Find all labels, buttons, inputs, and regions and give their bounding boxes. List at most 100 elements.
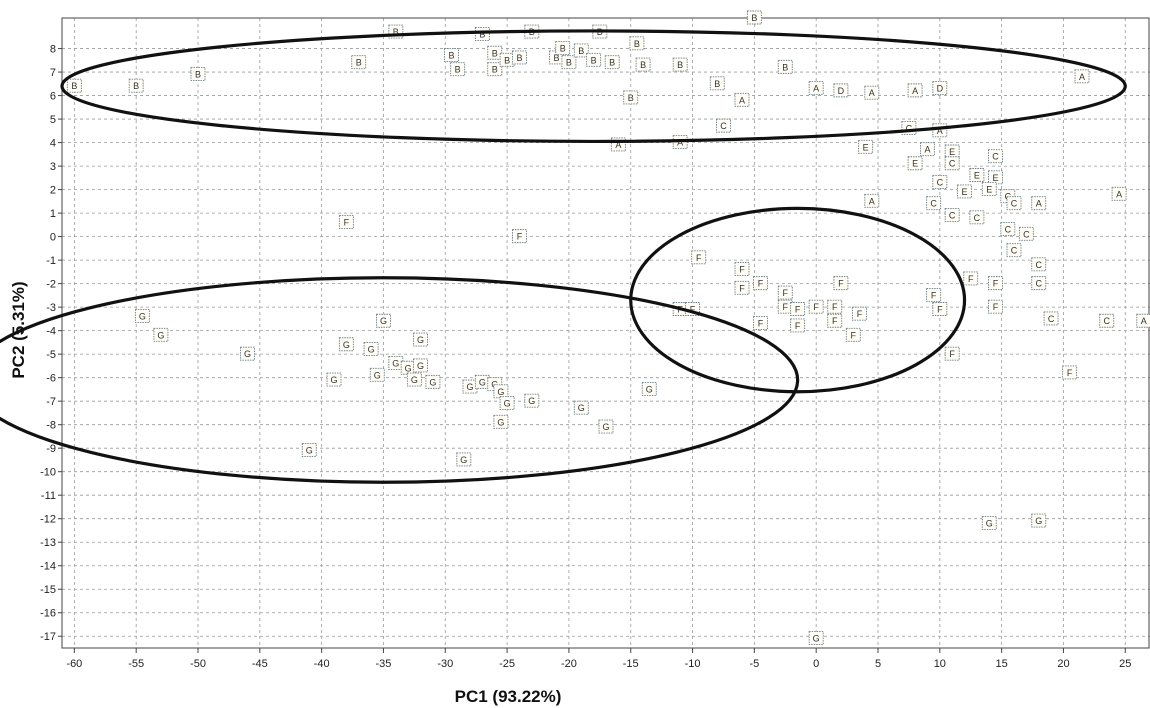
y-tick-label: 0 <box>50 232 56 244</box>
data-point-box <box>969 210 985 225</box>
data-point-box <box>1006 196 1022 211</box>
cluster-ellipse <box>60 29 1127 144</box>
data-point-label: E <box>992 173 998 183</box>
x-tick-labels: -60 -55 -50 -45 -40 -35 -30 -25 -20 -15 -10 -5 0 5 10 1… <box>66 658 1131 670</box>
data-point-box <box>864 85 880 100</box>
data-point-label: B <box>479 29 485 39</box>
data-point-box <box>858 139 874 154</box>
data-point: C <box>944 156 960 171</box>
data-point: B <box>629 36 645 51</box>
data-point: C <box>1043 311 1059 326</box>
cluster-ellipses <box>0 29 1127 484</box>
data-point: C <box>969 210 985 225</box>
data-point-label: G <box>405 363 412 373</box>
data-point-label: F <box>993 279 999 289</box>
data-point-label: G <box>504 399 511 409</box>
y-tick-label: -10 <box>40 467 56 479</box>
data-point: G <box>338 337 354 352</box>
data-point-label: G <box>497 417 504 427</box>
y-tick-label: 8 <box>50 44 56 56</box>
y-tick-label: -13 <box>40 537 56 549</box>
data-point-box <box>1043 311 1059 326</box>
data-point: G <box>240 346 255 361</box>
data-point-box <box>635 57 651 72</box>
y-tick-label: 3 <box>50 161 56 173</box>
data-point: G <box>413 332 428 347</box>
data-point: B <box>672 57 688 72</box>
data-point-label: C <box>720 121 727 131</box>
data-point-label: F <box>795 321 801 331</box>
data-point: A <box>864 193 880 208</box>
data-point-label: G <box>986 518 993 528</box>
data-point: E <box>858 139 874 154</box>
data-point: B <box>623 90 639 105</box>
data-point-label: A <box>677 138 683 148</box>
cluster-ellipse <box>0 276 800 484</box>
data-point: A <box>1031 196 1047 211</box>
data-point: F <box>691 250 707 265</box>
data-point-label: G <box>466 382 473 392</box>
data-point: B <box>573 43 589 58</box>
data-point-label: A <box>1116 189 1122 199</box>
y-tick-label: -17 <box>40 631 56 643</box>
data-point-label: A <box>615 140 621 150</box>
data-point: G <box>376 313 391 328</box>
data-point-label: A <box>1079 72 1085 82</box>
data-point-box <box>734 262 750 276</box>
data-point-label: D <box>838 86 845 96</box>
y-tick-label: 4 <box>50 138 56 150</box>
data-point-box <box>753 276 768 291</box>
data-point-label: E <box>949 147 955 157</box>
data-point-label: C <box>992 152 999 162</box>
data-point-label: A <box>1141 316 1147 326</box>
data-point-label: F <box>783 302 789 312</box>
data-point-box <box>672 57 688 72</box>
data-point: B <box>709 76 725 91</box>
y-tick-label: -16 <box>40 608 56 620</box>
data-point-box <box>777 285 793 300</box>
data-point-box <box>1136 313 1150 328</box>
x-tick-label: -40 <box>314 658 330 670</box>
data-point-label: B <box>554 53 560 63</box>
data-point: G <box>499 396 515 410</box>
data-point-box <box>128 78 144 93</box>
data-point-box <box>524 393 540 408</box>
data-point: B <box>604 55 620 70</box>
data-point-box <box>598 419 614 434</box>
data-point-label: B <box>492 48 498 58</box>
data-point-box <box>413 332 428 347</box>
data-point: F <box>833 276 849 291</box>
data-point-label: B <box>504 55 510 65</box>
data-point-label: G <box>497 387 504 397</box>
data-point-box <box>988 276 1003 291</box>
data-point-label: G <box>813 634 820 644</box>
data-point-label: F <box>949 349 955 359</box>
data-point: G <box>493 384 509 399</box>
data-point: F <box>777 285 793 300</box>
y-tick-labels: -17-16-15-14-13-12-11-10-9-8-7-6-5-4-3-2… <box>40 44 56 644</box>
data-point-label: G <box>460 455 467 465</box>
data-point: C <box>988 149 1003 164</box>
data-point-label: C <box>1005 225 1012 235</box>
data-point-box <box>932 302 948 316</box>
data-point: F <box>338 215 354 229</box>
data-point-label: C <box>949 159 956 169</box>
data-point-box <box>852 306 867 321</box>
data-point: B <box>66 78 82 93</box>
data-point-label: B <box>133 81 139 91</box>
data-point: F <box>790 318 806 333</box>
data-point: G <box>493 414 509 429</box>
data-point-box <box>629 36 645 51</box>
data-point: A <box>932 123 948 138</box>
data-point-label: E <box>912 159 918 169</box>
data-point: F <box>988 299 1003 314</box>
data-point-box <box>944 208 960 222</box>
data-point-box <box>734 280 750 295</box>
data-point: F <box>1062 365 1078 380</box>
data-point-box <box>512 50 527 65</box>
data-point-box <box>512 229 527 244</box>
data-point: G <box>1031 513 1047 528</box>
y-axis-title: PC2 (5.31%) <box>9 281 28 378</box>
y-tick-label: -11 <box>41 490 56 502</box>
data-point: F <box>827 299 843 314</box>
